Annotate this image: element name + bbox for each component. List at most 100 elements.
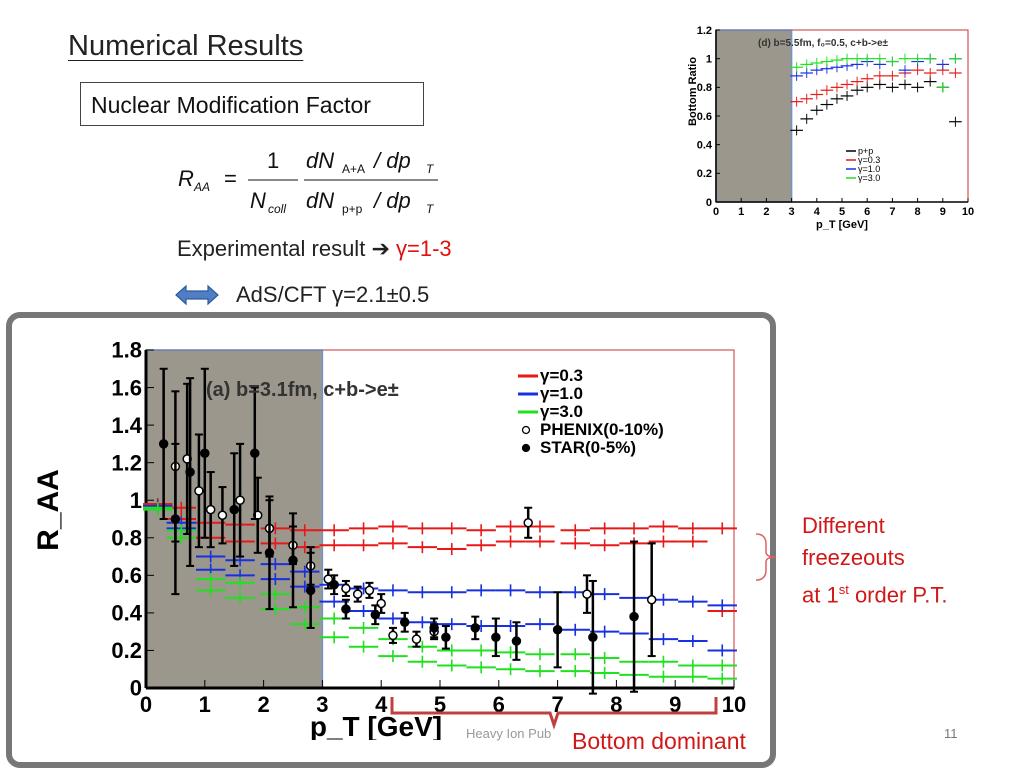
y-tick-label: 0.2	[111, 638, 142, 663]
inset-legend-entry: γ=0.3	[858, 155, 880, 165]
y-tick-label: 0	[706, 197, 712, 209]
phenix-marker	[523, 518, 533, 528]
x-tick-label: 5	[434, 692, 446, 717]
star-marker	[552, 625, 563, 635]
y-tick-label: 0.6	[697, 111, 712, 123]
y-tick-label: 0.4	[111, 601, 142, 626]
star-marker	[588, 632, 598, 643]
formula-num-tail-sub: T	[426, 162, 435, 176]
formula-den-tail: / dp	[372, 188, 411, 213]
legend-marker	[521, 443, 531, 453]
x-tick-label: 0	[140, 692, 152, 717]
double-arrow-icon	[175, 284, 219, 306]
x-tick-label: 1	[738, 206, 744, 218]
legend-entry: γ=3.0	[540, 402, 583, 421]
formula-num-sub: A+A	[342, 162, 365, 176]
inset-chart-title: (d) b=5.5fm, f₀=0.5, c+b->e±	[758, 38, 889, 49]
star-marker	[288, 555, 298, 566]
phenix-marker	[205, 504, 216, 515]
y-tick-label: 0.8	[111, 525, 142, 550]
x-tick-label: 5	[839, 206, 845, 218]
phenix-marker	[646, 594, 657, 605]
footer-text: Heavy Ion Pub	[466, 726, 552, 741]
x-tick-label: 2	[257, 692, 269, 717]
main-chart: 0 1 2 3 4 5 6 7 8 9 10 0 0.2 0.4 0.6 0.8 1 1.2 1.4 1.6 1.8 (a…	[32, 338, 746, 740]
raa-formula: R AA = 1 N coll dN A+A / dp T dN p+p / d…	[178, 148, 438, 216]
x-tick-label: 8	[915, 206, 921, 218]
x-tick-label: 4	[375, 692, 388, 717]
page-number: 11	[944, 726, 958, 741]
formula-den-tail-sub: T	[426, 202, 435, 216]
x-tick-label: 8	[610, 692, 622, 717]
main-chart-title: (a) b=3.1fm, c+b->e±	[206, 379, 399, 401]
right-arrow-icon: ➔	[371, 236, 390, 261]
x-tick-label: 10	[962, 206, 974, 218]
formula-num: dN	[306, 148, 334, 173]
formula-den: dN	[306, 188, 334, 213]
x-tick-label: 7	[551, 692, 563, 717]
x-tick-label: 7	[889, 206, 895, 218]
y-tick-label: 1.8	[111, 338, 142, 363]
star-marker	[429, 623, 439, 633]
star-marker	[305, 585, 316, 596]
x-tick-label: 2	[763, 206, 769, 218]
star-marker	[329, 579, 339, 590]
x-tick-label: 10	[722, 692, 746, 717]
y-tick-label: 0.8	[697, 82, 712, 94]
phenix-marker	[341, 583, 351, 594]
x-tick-label: 3	[789, 206, 795, 218]
y-tick-label: 1	[130, 488, 142, 513]
inset-legend-entry: p+p	[858, 146, 873, 156]
star-marker	[441, 632, 451, 643]
phenix-marker	[217, 510, 228, 520]
star-marker	[200, 448, 210, 459]
legend-entry: γ=0.3	[540, 366, 583, 385]
svg-text:=: =	[224, 166, 237, 191]
x-tick-label: 0	[713, 206, 719, 218]
experimental-text: Experimental result	[177, 236, 366, 261]
x-tick-label: 6	[864, 206, 870, 218]
section-box-label: Nuclear Modification Factor	[80, 82, 424, 126]
star-marker	[250, 448, 260, 459]
annotation-line-1: Different	[802, 513, 885, 538]
phenix-marker	[235, 495, 245, 505]
y-tick-label: 1.4	[111, 413, 142, 438]
star-marker	[399, 617, 410, 628]
formula-ncoll: N	[250, 188, 266, 213]
x-tick-label: 6	[493, 692, 505, 717]
formula-num-tail: / dp	[372, 148, 411, 173]
page-title: Numerical Results	[68, 30, 304, 62]
legend-marker	[521, 425, 531, 435]
x-tick-label: 4	[814, 206, 821, 218]
phenix-marker	[323, 574, 334, 584]
phenix-marker	[194, 486, 204, 496]
inset-chart: Bottom Ratio 0 1 2 3 4 5 6 7 8 9 10 0 0.2 0.4 0.6 0.8 1 1…	[687, 25, 974, 231]
star-marker	[491, 632, 501, 643]
legend-entry: γ=1.0	[540, 384, 583, 403]
shaded-region	[715, 29, 793, 203]
star-marker	[264, 548, 275, 558]
formula-ncoll-sub: coll	[268, 202, 286, 216]
freezeout-annotation: Different freezeouts at 1st order P.T.	[802, 510, 947, 611]
y-tick-label: 1.6	[111, 375, 142, 400]
inset-ylabel: Bottom Ratio	[687, 57, 699, 126]
y-tick-label: 0	[130, 676, 142, 701]
bottom-dominant-label: Bottom dominant	[572, 728, 746, 754]
bottom-bracket-icon	[390, 697, 718, 730]
main-y-axis-label: R_AA	[32, 469, 65, 551]
star-marker	[185, 467, 195, 477]
experimental-result-line: Experimental result ➔ γ=1-3	[177, 236, 452, 262]
legend-entry: STAR(0-5%)	[540, 438, 636, 457]
y-tick-label: 1.2	[697, 25, 712, 37]
formula-lhs-sub: AA	[193, 180, 210, 194]
formula-lhs: R	[178, 166, 194, 191]
y-tick-label: 1	[706, 54, 712, 66]
phenix-marker	[411, 634, 422, 644]
star-marker	[511, 636, 522, 646]
x-tick-label: 9	[669, 692, 681, 717]
annotation-line-2: freezeouts	[802, 545, 905, 570]
main-x-axis-label: p_T [GeV]	[310, 711, 442, 740]
star-marker	[229, 504, 239, 515]
star-marker	[629, 611, 639, 622]
phenix-marker	[582, 589, 592, 599]
